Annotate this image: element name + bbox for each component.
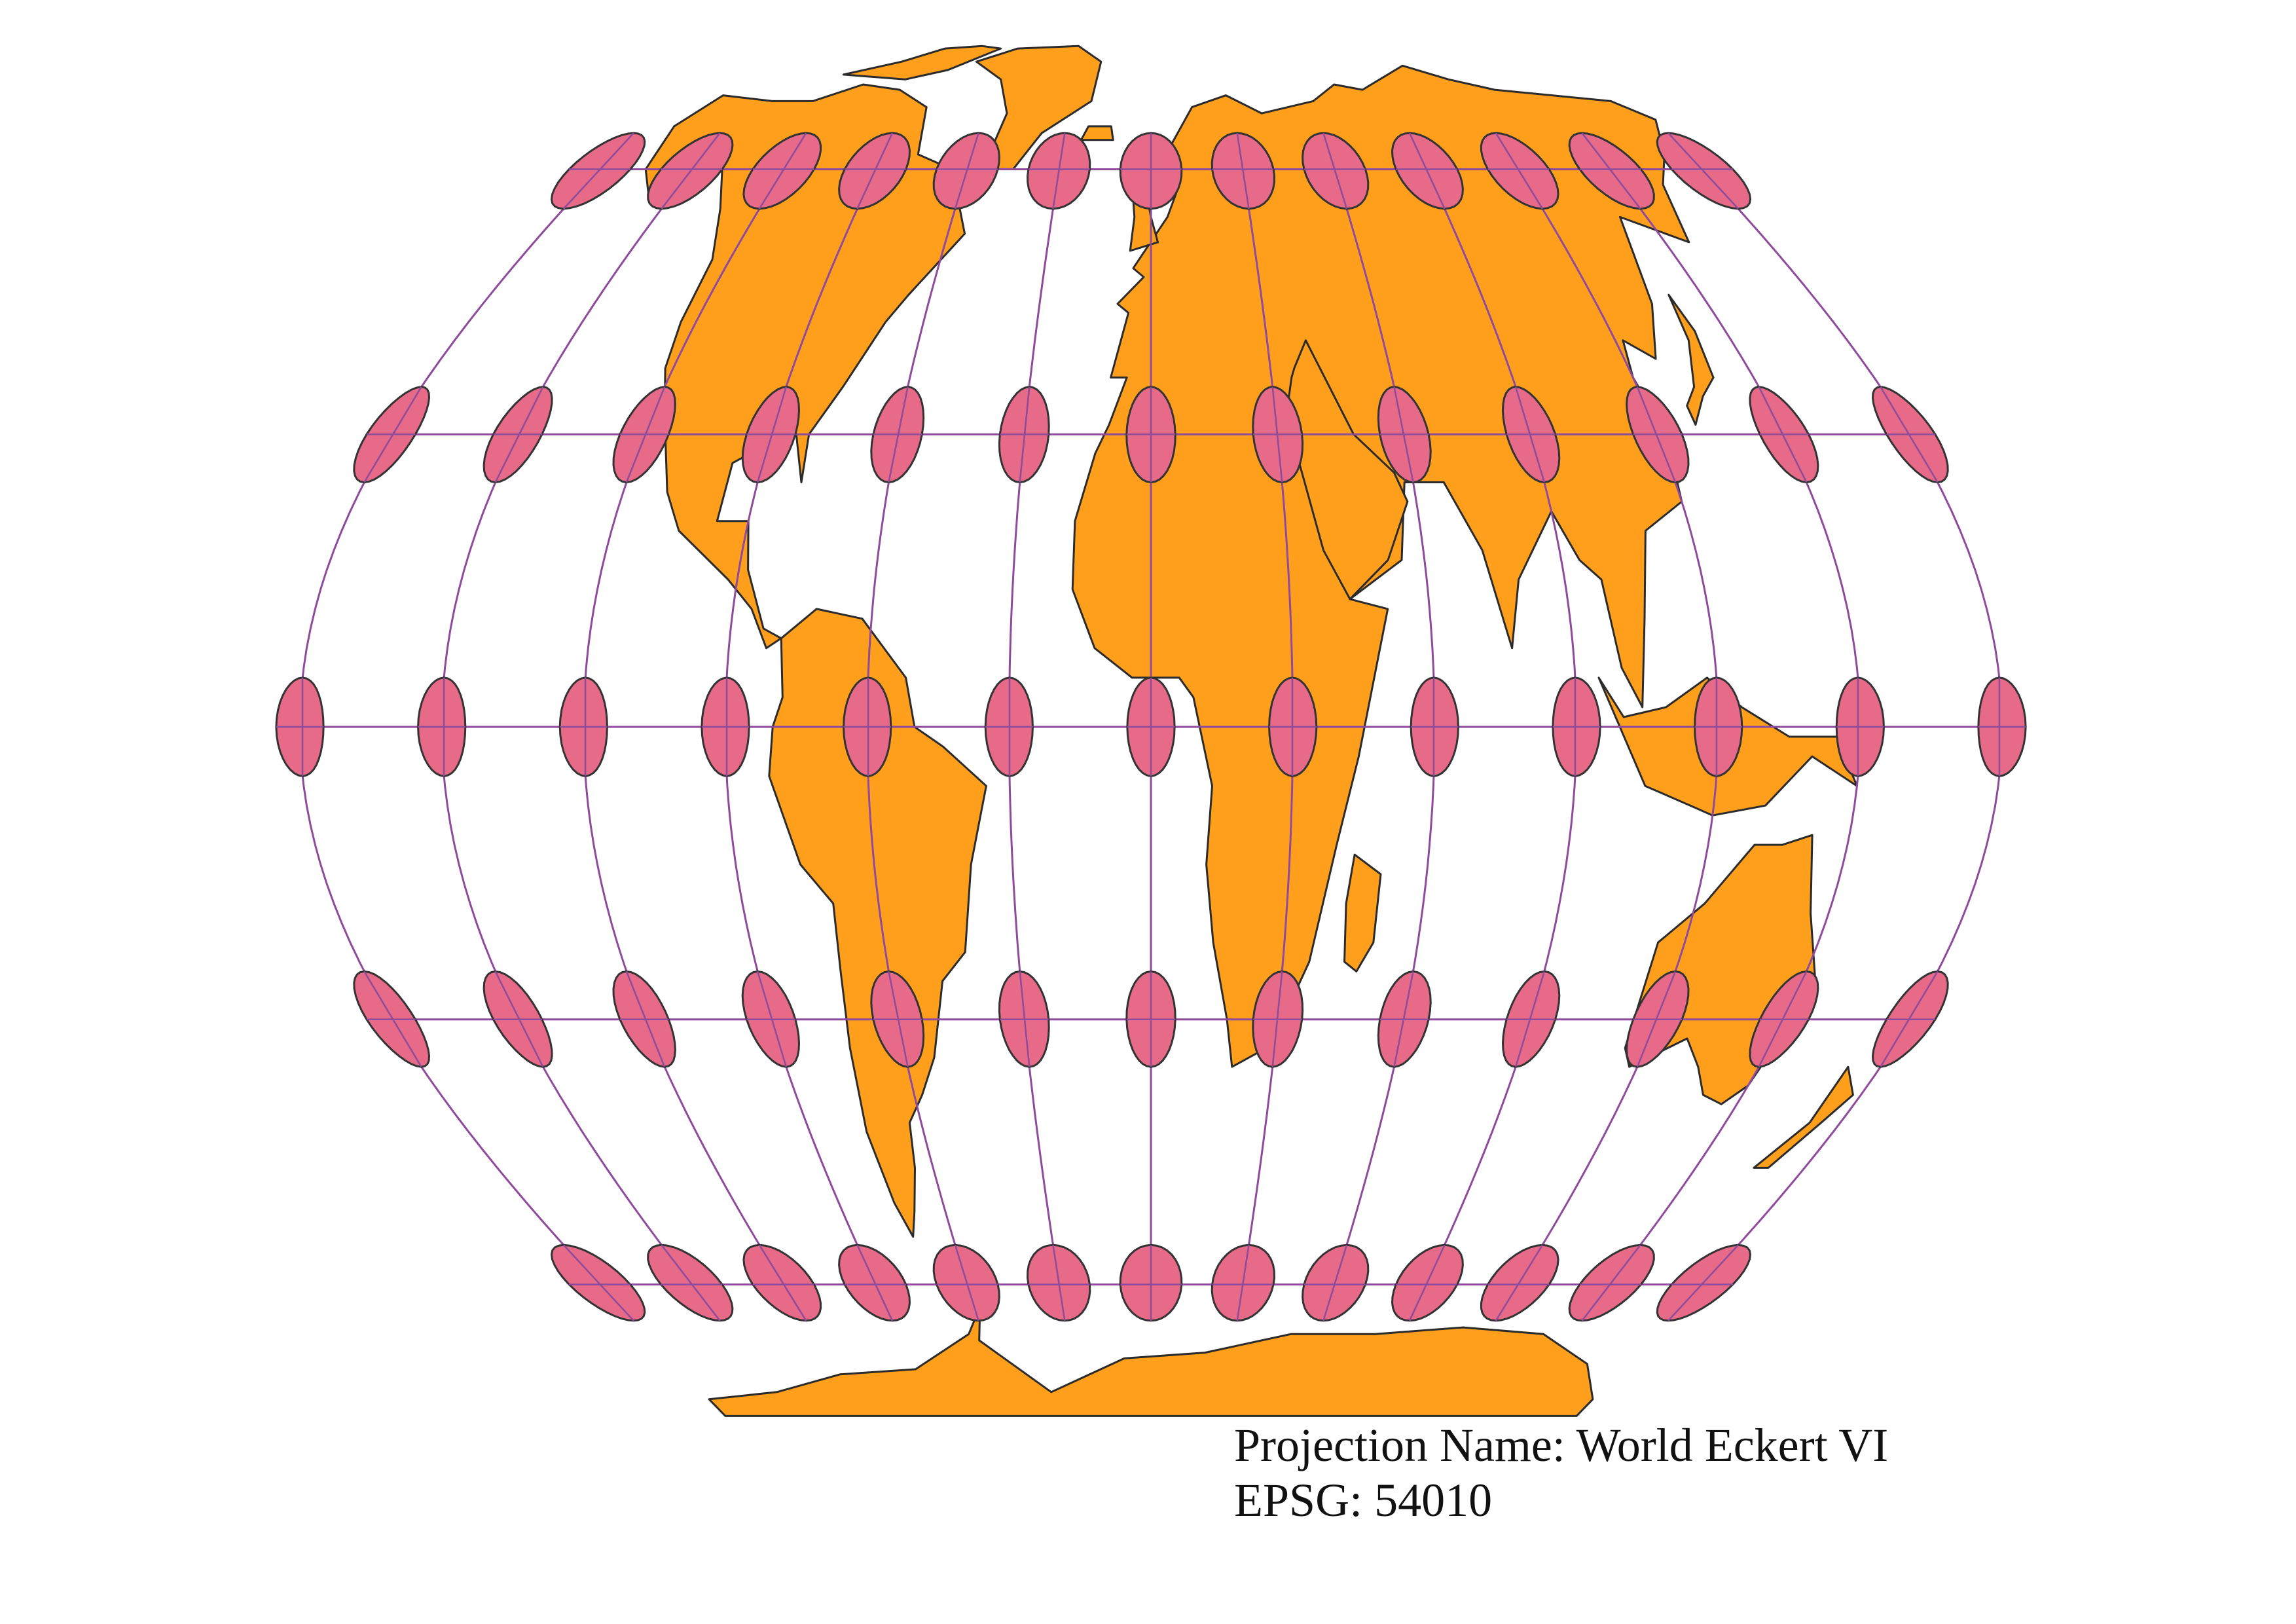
land-south-america [768, 608, 987, 1238]
land-layer [644, 45, 1858, 1417]
indicatrix-axis [1052, 132, 1066, 209]
indicatrix-axis [954, 132, 979, 210]
indicatrix-axis [1581, 132, 1641, 210]
land-australia [1624, 834, 1817, 1105]
indicatrix-axis [1667, 1244, 1739, 1321]
indicatrix-axis [856, 132, 894, 210]
map-caption: Projection Name: World Eckert VI EPSG: 5… [1234, 1418, 1888, 1528]
indicatrix-axis [1052, 1245, 1066, 1321]
indicatrix-axis [758, 132, 807, 210]
land-north-america [644, 83, 966, 650]
indicatrix-axis [954, 1244, 979, 1321]
indicatrix-axis [1495, 1244, 1544, 1321]
land-antarctica [708, 1305, 1594, 1417]
indicatrix-axis [1236, 132, 1250, 209]
land-iceland [1080, 125, 1114, 141]
indicatrix-axis [1322, 132, 1348, 210]
land-arabian-link [1284, 339, 1409, 600]
indicatrix-axis [1495, 132, 1544, 210]
indicatrix-axis [1581, 1244, 1641, 1321]
land-japan [1667, 293, 1715, 426]
indicatrix-axis [661, 1244, 721, 1321]
indicatrix-axis [1408, 132, 1446, 210]
indicatrix-axis [758, 1244, 807, 1321]
indicatrix-axis [1322, 1244, 1348, 1321]
indicatrix-axis [1408, 1244, 1446, 1321]
indicatrix-axis [1667, 132, 1739, 210]
indicatrix-axis [856, 1244, 894, 1321]
land-madagascar [1343, 853, 1382, 972]
indicatrix-axis [563, 132, 634, 210]
projection-name-label: Projection Name: World Eckert VI [1234, 1419, 1889, 1471]
land-greenland [975, 45, 1102, 170]
indicatrix-axis [1236, 1245, 1250, 1321]
indicatrix-axis [661, 132, 721, 210]
epsg-code-label: EPSG: 54010 [1234, 1474, 1493, 1526]
land-arctic-islands [842, 45, 1002, 81]
indicatrix-axis [563, 1244, 634, 1321]
land-new-zealand [1753, 1065, 1854, 1169]
tissot-indicatrices [275, 132, 2027, 1322]
